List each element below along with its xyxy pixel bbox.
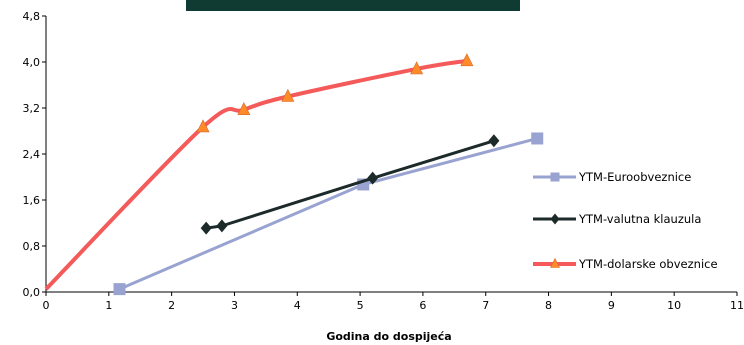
x-tick-label: 5	[357, 299, 364, 312]
data-point-diamond	[550, 213, 560, 225]
y-tick-label: 2,4	[23, 148, 41, 161]
x-tick-label: 6	[419, 299, 426, 312]
x-tick-label: 8	[545, 299, 552, 312]
data-point-triangle	[410, 61, 424, 75]
legend-label: YTM-Euroobveznice	[578, 170, 691, 184]
chart-plot-area	[44, 53, 544, 296]
y-tick-label: 4,0	[23, 56, 41, 69]
data-point-diamond	[488, 134, 500, 148]
data-point-triangle	[550, 257, 560, 268]
data-point-diamond	[367, 171, 379, 185]
chart-legend: YTM-Euroobveznice YTM-valutna klauzula YTM…	[533, 170, 718, 271]
series-line	[205, 139, 495, 230]
x-tick-label: 10	[667, 299, 681, 312]
y-tick-label: 0,0	[23, 286, 41, 299]
y-tick-label: 4,8	[23, 10, 41, 23]
data-point-square	[113, 283, 126, 296]
data-point-square	[531, 132, 544, 145]
data-point-diamond	[216, 219, 228, 233]
series-line	[118, 137, 538, 291]
data-point-diamond	[200, 221, 212, 235]
data-point-triangle	[196, 119, 210, 133]
chart-title-bar	[186, 0, 520, 11]
y-tick-label: 3,2	[23, 102, 41, 115]
chart-axes: 0,0 0,8 1,6 2,4 3,2 4,0 4,8 0 1 2 3 4 5 6 7 8 9 10 11	[23, 10, 744, 312]
legend-label: YTM-valutna klauzula	[578, 212, 701, 226]
x-axis-label: Godina do dospijeća	[326, 330, 451, 343]
x-tick-label: 7	[482, 299, 489, 312]
x-tick-label: 3	[231, 299, 238, 312]
data-point-square	[550, 172, 560, 182]
data-point-triangle	[460, 53, 474, 67]
x-tick-label: 0	[43, 299, 50, 312]
x-tick-label: 4	[294, 299, 301, 312]
x-tick-label: 2	[168, 299, 175, 312]
y-tick-label: 1,6	[23, 194, 41, 207]
legend-label: YTM-dolarske obveznice	[578, 257, 718, 271]
x-tick-label: 1	[105, 299, 112, 312]
data-point-triangle	[237, 102, 251, 116]
x-tick-label: 11	[730, 299, 744, 312]
data-point-triangle	[281, 88, 295, 102]
y-tick-label: 0,8	[23, 240, 41, 253]
x-tick-label: 9	[608, 299, 615, 312]
